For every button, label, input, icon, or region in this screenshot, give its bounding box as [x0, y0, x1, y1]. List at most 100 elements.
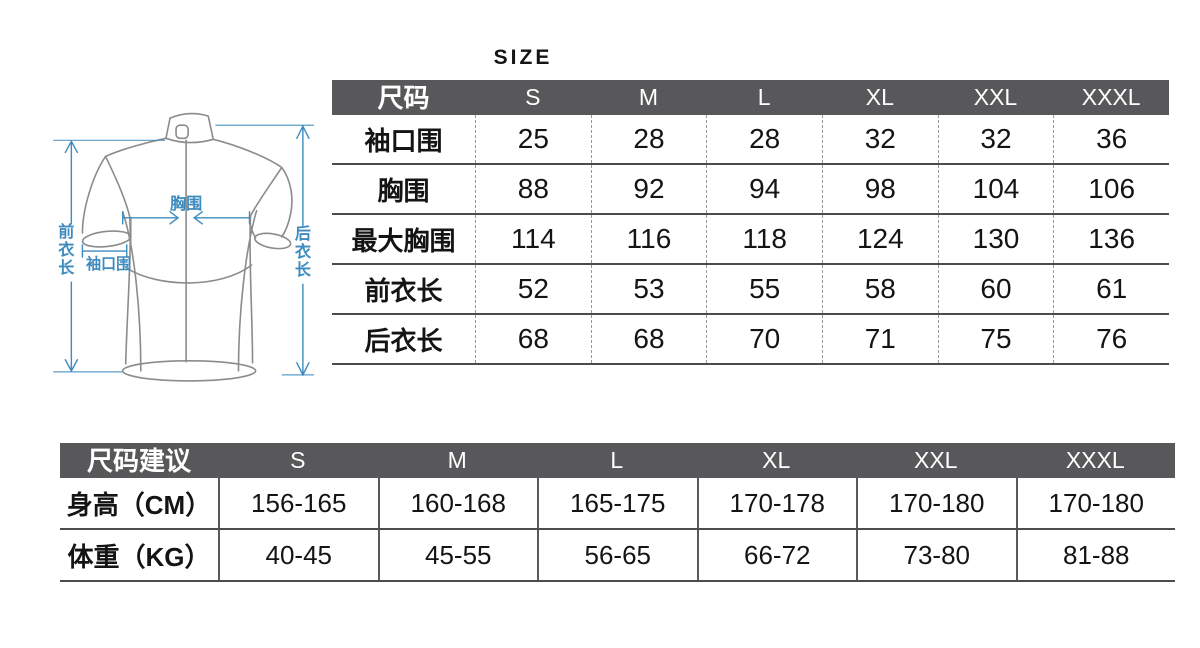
header-label-cell: 尺码	[377, 82, 430, 113]
value-cell: 98	[821, 165, 938, 213]
value-cell: 170-180	[1015, 478, 1176, 528]
value-cell: 56-65	[537, 530, 697, 580]
value-cell: 55	[706, 265, 822, 313]
value-cell: 116	[590, 215, 707, 263]
suggestion-table-header-row: 尺码建议 S M L XL XXL XXXL	[60, 443, 1175, 478]
cuff-label: 袖口围	[86, 255, 131, 273]
value-cell: 81-88	[1015, 530, 1176, 580]
jersey-collar	[165, 112, 215, 144]
value-cell: 53	[590, 265, 707, 313]
value-cell: 88	[475, 165, 591, 213]
value-cell: 118	[706, 215, 822, 263]
jersey-zipper-garage	[175, 124, 189, 140]
row-label-cell: 袖口围	[364, 125, 443, 156]
value-cell: 94	[706, 165, 822, 213]
front-length-label: 长	[58, 258, 75, 277]
front-length-label: 衣	[58, 240, 75, 259]
value-cell: 104	[937, 165, 1054, 213]
row-label-cell: 后衣长	[364, 325, 443, 356]
row-label-cell: 前衣长	[364, 275, 443, 306]
value-cell: 136	[1053, 215, 1169, 263]
back-length-label: 长	[295, 260, 312, 279]
jersey-left-sleeve	[81, 155, 132, 244]
suggestion-table-body: 身高（CM） 156-165 160-168 165-175 170-178 170-18…	[60, 478, 1175, 582]
table-row: 最大胸围 114 116 118 124 130 136	[332, 215, 1169, 265]
back-length-label: 后	[295, 225, 311, 243]
cuff-measure-line	[81, 244, 128, 258]
value-cell: 114	[475, 215, 591, 263]
value-cell: 28	[706, 115, 822, 163]
front-length-arrow	[64, 139, 79, 373]
header-size-cell: XXL	[914, 447, 958, 473]
value-cell: 45-55	[377, 530, 538, 580]
value-cell: 66-72	[696, 530, 857, 580]
value-cell: 130	[937, 215, 1054, 263]
value-cell: 58	[821, 265, 938, 313]
header-size-cell: XXXL	[1065, 447, 1125, 473]
value-cell: 52	[475, 265, 591, 313]
size-table-header-row: 尺码 S M L XL XXL XXXL	[332, 80, 1169, 115]
row-label-cell: 体重（KG）	[67, 541, 211, 572]
value-cell: 28	[590, 115, 707, 163]
table-row: 袖口围 25 28 28 32 32 36	[332, 115, 1169, 165]
jersey-right-sleeve	[248, 166, 293, 239]
value-cell: 106	[1053, 165, 1169, 213]
value-cell: 60	[937, 265, 1054, 313]
value-cell: 32	[937, 115, 1054, 163]
header-size-cell: XL	[865, 84, 894, 110]
jersey-torso	[121, 209, 258, 372]
table-row: 体重（KG） 40-45 45-55 56-65 66-72 73-80 81-88	[60, 530, 1175, 582]
table-row: 胸围 88 92 94 98 104 106	[332, 165, 1169, 215]
row-label-cell: 胸围	[377, 175, 430, 206]
value-cell: 68	[475, 315, 591, 363]
size-title: SIZE	[493, 46, 553, 69]
header-label-cell: 尺码建议	[86, 445, 191, 476]
jersey-diagram: 前 衣 长 后 衣 长 胸围 袖口围	[53, 112, 314, 382]
jersey-shoulders	[104, 137, 283, 169]
back-length-label: 衣	[295, 242, 312, 261]
row-label-cell: 身高（CM）	[66, 489, 212, 520]
table-row: 身高（CM） 156-165 160-168 165-175 170-178 170-18…	[60, 478, 1175, 530]
header-size-cell: XL	[762, 447, 791, 473]
value-cell: 71	[821, 315, 938, 363]
header-size-cell: M	[638, 84, 659, 110]
header-size-cell: S	[290, 447, 306, 473]
back-length-arrow	[296, 124, 310, 377]
value-cell: 61	[1053, 265, 1169, 313]
header-size-cell: XXXL	[1081, 84, 1141, 110]
value-cell: 68	[590, 315, 707, 363]
jersey-left-cuff	[81, 230, 132, 248]
size-table: 尺码 S M L XL XXL XXXL 袖口围 25 28 28 32 32 36 胸围 88 92 94 98…	[332, 80, 1169, 365]
value-cell: 25	[475, 115, 591, 163]
value-cell: 170-178	[696, 478, 857, 528]
front-length-label: 前	[58, 222, 74, 241]
jersey-right-cuff	[253, 232, 292, 250]
value-cell: 156-165	[218, 478, 378, 528]
value-cell: 40-45	[218, 530, 378, 580]
value-cell: 92	[590, 165, 707, 213]
table-row: 后衣长 68 68 70 71 75 76	[332, 315, 1169, 365]
value-cell: 32	[821, 115, 938, 163]
chest-arrow	[121, 211, 251, 225]
jersey-hem	[121, 359, 257, 382]
header-size-cell: L	[757, 84, 771, 110]
value-cell: 165-175	[537, 478, 697, 528]
value-cell: 160-168	[377, 478, 538, 528]
header-size-cell: S	[525, 84, 541, 110]
size-table-body: 袖口围 25 28 28 32 32 36 胸围 88 92 94 98 104 106 最大胸围 114 11…	[332, 115, 1169, 365]
value-cell: 76	[1053, 315, 1169, 363]
value-cell: 73-80	[856, 530, 1016, 580]
value-cell: 124	[821, 215, 938, 263]
header-size-cell: XXL	[973, 84, 1018, 110]
chest-label: 胸围	[170, 194, 202, 213]
header-size-cell: L	[610, 447, 624, 473]
measure-reference-lines	[53, 124, 314, 376]
header-size-cell: M	[447, 447, 467, 473]
suggestion-table: 尺码建议 S M L XL XXL XXXL 身高（CM） 156-165 160-168 165…	[60, 443, 1175, 582]
row-label-cell: 最大胸围	[351, 225, 456, 256]
value-cell: 170-180	[856, 478, 1016, 528]
value-cell: 70	[706, 315, 822, 363]
value-cell: 75	[937, 315, 1054, 363]
value-cell: 36	[1053, 115, 1169, 163]
